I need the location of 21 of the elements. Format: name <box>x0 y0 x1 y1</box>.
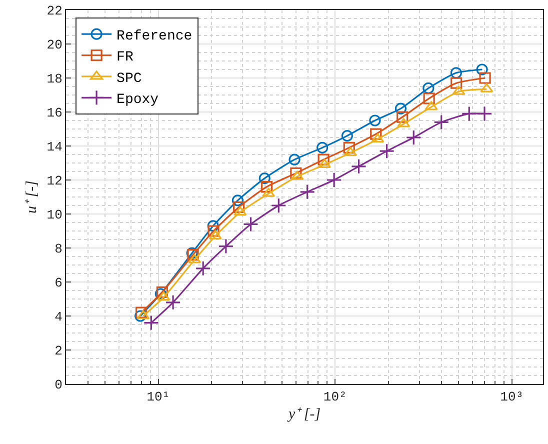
legend-label: Epoxy <box>116 92 159 108</box>
x-tick-label: 10³ <box>500 390 524 405</box>
legend-label: Reference <box>116 28 192 45</box>
y-tick-label: 4 <box>54 310 63 325</box>
y-tick-label: 6 <box>54 276 62 291</box>
y-tick-label: 14 <box>46 140 63 155</box>
y-axis-title: u⁺ [-] <box>24 180 40 214</box>
y-tick-label: 18 <box>46 72 62 87</box>
y-tick-label: 16 <box>46 106 62 121</box>
legend-label: SPC <box>116 70 142 87</box>
y-tick-label: 0 <box>54 378 62 393</box>
x-tick-label: 10¹ <box>146 390 170 405</box>
y-tick-label: 2 <box>54 344 62 359</box>
x-tick-label: 10² <box>323 390 347 405</box>
legend-label: FR <box>116 50 134 66</box>
y-tick-label: 12 <box>46 174 62 189</box>
y-tick-label: 8 <box>54 242 62 257</box>
y-tick-label: 20 <box>46 38 62 53</box>
y-tick-label: 22 <box>46 4 62 19</box>
y-tick-label: 10 <box>46 208 62 223</box>
x-axis-title: y⁺ [-] <box>286 406 321 423</box>
